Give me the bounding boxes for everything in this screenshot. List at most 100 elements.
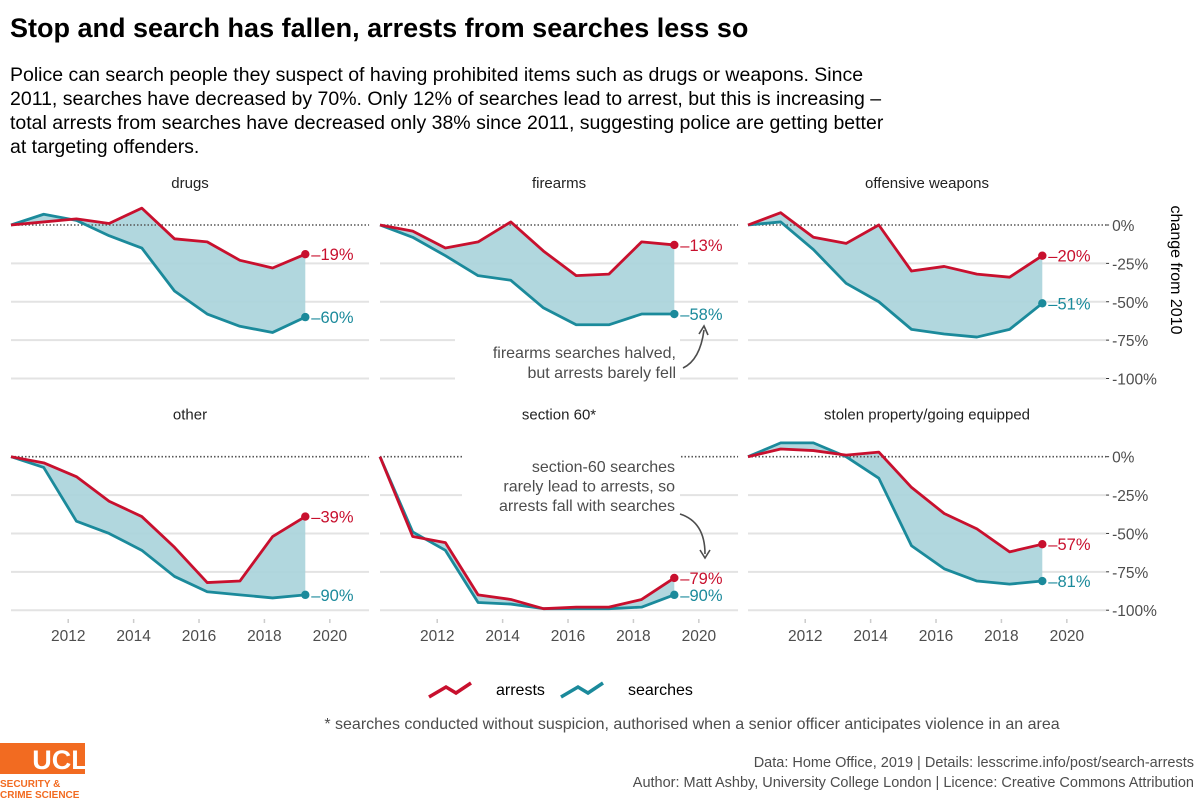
- x-tick-label: 2018: [984, 628, 1018, 645]
- panel-title: offensive weapons: [865, 175, 989, 192]
- annotation-firearms: firearms searches halved, but arrests bar…: [455, 324, 709, 382]
- arrests-line: [378, 456, 676, 611]
- annotation-background: [455, 337, 680, 381]
- arrests-end-point: [1038, 251, 1047, 260]
- y-tick-label: -25%: [1112, 488, 1148, 505]
- annotation-arrow: [679, 513, 706, 555]
- searches-end-label: –58%: [680, 306, 723, 324]
- x-tick-label: 2014: [853, 628, 888, 645]
- logo-block: [0, 743, 85, 774]
- x-tick-label: 2012: [51, 628, 85, 645]
- arrests-line: [747, 447, 1043, 554]
- credits-line-1: Data: Home Office, 2019 | Details: lessc…: [754, 755, 1194, 771]
- x-tick-label: 2016: [919, 628, 953, 645]
- y-tick-label: 0%: [1112, 218, 1135, 235]
- arrests-end-label: –19%: [311, 246, 354, 264]
- x-tick-label: 2016: [182, 628, 216, 645]
- arrests-end-point: [301, 512, 310, 521]
- panel-title: firearms: [532, 175, 586, 192]
- searches-end-label: –81%: [1048, 573, 1091, 591]
- arrests-end-point: [670, 573, 679, 583]
- arrests-end-point: [301, 249, 310, 259]
- x-tick-label: 2016: [551, 628, 585, 645]
- subtitle-line-1: Police can search people they suspect of…: [10, 64, 863, 86]
- searches-end-point: [1038, 299, 1047, 308]
- subtitle-line-2: 2011, searches have decreased by 70%. On…: [10, 88, 881, 110]
- searches-end-point: [670, 309, 679, 319]
- arrests-line: [379, 220, 675, 278]
- x-tick-label: 2018: [616, 628, 650, 645]
- logo-line-2: CRIME SCIENCE: [0, 790, 80, 800]
- legend-searches-swatch: [560, 681, 604, 699]
- gap-area: [11, 208, 306, 333]
- arrests-end-label: –57%: [1048, 536, 1091, 554]
- ucl-logo: UCL SECURITY & CRIME SCIENCE: [0, 743, 88, 801]
- y-tick-label: -100%: [1112, 372, 1157, 389]
- panel-title: section 60*: [522, 407, 596, 424]
- credits-line-2: Author: Matt Ashby, University College L…: [633, 775, 1194, 791]
- legend-searches-label: searches: [628, 682, 693, 699]
- x-tick-label: 2020: [313, 628, 348, 645]
- y-tick-label: -50%: [1112, 526, 1148, 543]
- annotation-text: rarely lead to arrests, so: [503, 479, 675, 496]
- legend-arrests-label: arrests: [496, 682, 545, 699]
- searches-end-label: –60%: [311, 309, 354, 327]
- y-tick-label: -50%: [1112, 295, 1148, 312]
- panel-section-60-: section 60* –90%–79% 2012 2014 2016 2018 2020: [378, 407, 739, 645]
- panel-other: other –90% –39% 2012 2014 2016 2018 2020: [10, 407, 370, 645]
- searches-line: [379, 223, 675, 327]
- annotation-background: [462, 451, 680, 515]
- y-tick-label: 0%: [1112, 450, 1135, 467]
- arrests-line: [747, 211, 1044, 279]
- annotation-section-60: section-60 searches rarely lead to arrest…: [462, 451, 711, 560]
- gap-area: [748, 212, 1043, 338]
- logo-line-1: SECURITY &: [0, 779, 60, 790]
- x-tick-label: 2020: [682, 628, 717, 645]
- searches-line: [747, 441, 1043, 586]
- arrests-end-point: [1038, 539, 1047, 549]
- x-tick-label: 2020: [1050, 628, 1085, 645]
- y-tick-label: -75%: [1112, 333, 1148, 350]
- arrests-line: [10, 455, 307, 584]
- searches-end-label: –90%: [680, 587, 723, 605]
- panel-title: drugs: [171, 175, 209, 192]
- subtitle-line-3: total arrests from searches have decreas…: [10, 112, 884, 134]
- x-tick-label: 2012: [420, 628, 454, 645]
- annotation-arrow: [682, 329, 705, 369]
- x-tick-label: 2012: [788, 628, 822, 645]
- annotation-text: section-60 searches: [532, 459, 675, 476]
- searches-line: [10, 212, 306, 334]
- searches-end-label: –51%: [1048, 295, 1091, 313]
- searches-end-point: [301, 312, 310, 322]
- panels: drugs –60% –19% firearms –58% –13% offensive w…: [10, 175, 1157, 645]
- searches-line: [747, 220, 1044, 339]
- arrests-line: [10, 206, 306, 270]
- searches-end-point: [301, 590, 310, 600]
- gap-area: [748, 442, 1043, 585]
- panel-title: other: [173, 407, 207, 424]
- arrests-end-label: –79%: [680, 570, 723, 588]
- x-tick-label: 2018: [247, 628, 281, 645]
- searches-end-label: –90%: [311, 587, 354, 605]
- searches-line: [378, 456, 675, 611]
- y-tick-label: -25%: [1112, 256, 1148, 273]
- x-tick-label: 2014: [116, 628, 151, 645]
- panel-stolen-property-going-equipped: stolen property/going equipped –81% –57% 0%…: [747, 407, 1157, 645]
- arrow-head-icon: [699, 549, 711, 560]
- searches-end-point: [670, 590, 679, 600]
- y-tick-label: -75%: [1112, 565, 1148, 582]
- arrests-end-label: –39%: [311, 509, 354, 527]
- gap-area: [11, 456, 306, 598]
- y-tick-label: -100%: [1112, 603, 1157, 620]
- legend: arrests searches: [428, 681, 693, 699]
- annotation-text: firearms searches halved,: [493, 345, 676, 362]
- panel-title: stolen property/going equipped: [824, 407, 1030, 424]
- subtitle-line-4: at targeting offenders.: [10, 136, 199, 158]
- searches-end-point: [1038, 576, 1047, 586]
- arrests-end-label: –13%: [680, 237, 723, 255]
- chart-title: Stop and search has fallen, arrests from…: [10, 13, 748, 43]
- logo-text: UCL: [32, 745, 88, 775]
- panel-offensive-weapons: offensive weapons –51% –20% 0% -25% -50% -75% -…: [747, 175, 1157, 389]
- arrests-end-label: –20%: [1048, 248, 1091, 266]
